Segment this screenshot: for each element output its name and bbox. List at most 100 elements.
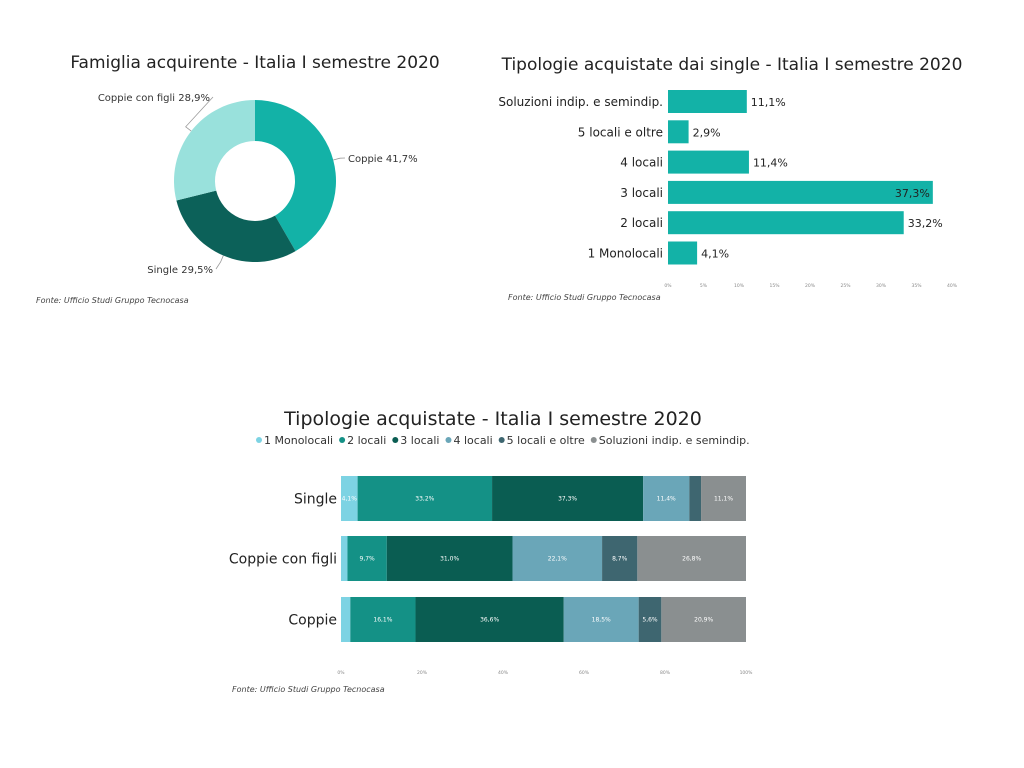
donut-slice-1 xyxy=(176,190,296,262)
stacked-segment-1-3 xyxy=(512,536,603,581)
bar-x-tick-label-3: 15% xyxy=(769,283,780,289)
stacked-segment-2-2 xyxy=(415,597,564,642)
donut-chart: Famiglia acquirente - Italia I semestre … xyxy=(70,53,439,276)
bar-category-label-3: 3 locali xyxy=(620,186,663,200)
legend-marker-5 xyxy=(590,437,597,443)
stacked-segment-0-5 xyxy=(701,476,746,521)
legend-label-1: 2 locali xyxy=(347,434,386,447)
legend-marker-2 xyxy=(392,437,399,443)
stacked-segment-2-1 xyxy=(350,597,416,642)
bar-3 xyxy=(668,180,933,204)
stacked-segment-label-0-1: 33,2% xyxy=(415,496,434,503)
bar-value-label-4: 33,2% xyxy=(908,217,943,230)
bar-x-tick-label-6: 30% xyxy=(876,283,887,289)
donut-slice-2 xyxy=(174,100,255,201)
legend-marker-3 xyxy=(445,437,452,443)
bar-value-label-3: 37,3% xyxy=(895,187,930,200)
donut-slice-label-2: Coppie con figli 28,9% xyxy=(98,93,210,104)
stacked-category-label-1: Coppie con figli xyxy=(229,552,337,568)
bar-value-label-0: 11,1% xyxy=(751,96,786,109)
legend-label-4: 5 locali e oltre xyxy=(507,434,585,447)
stacked-segment-0-0 xyxy=(341,476,358,521)
legend-label-3: 4 locali xyxy=(453,434,492,447)
bar-x-tick-label-7: 35% xyxy=(911,283,922,289)
stacked-segment-2-0 xyxy=(341,597,351,642)
bar-2 xyxy=(668,150,749,174)
stacked-segment-label-1-1: 9,7% xyxy=(360,556,376,563)
bar-x-tick-label-2: 10% xyxy=(734,283,745,289)
bar-chart-title: Tipologie acquistate dai single - Italia… xyxy=(501,55,963,75)
bar-value-label-2: 11,4% xyxy=(753,157,788,170)
bar-0 xyxy=(668,90,747,113)
stacked-segment-label-0-5: 11,1% xyxy=(714,496,733,503)
stacked-bar-chart: Tipologie acquistate - Italia I semestre… xyxy=(229,408,754,676)
donut-chart-panel: Famiglia acquirente - Italia I semestre … xyxy=(0,0,480,330)
stacked-segment-label-2-2: 36,6% xyxy=(480,617,499,624)
single-bar-chart-panel: Tipologie acquistate dai single - Italia… xyxy=(490,0,1024,330)
stacked-x-tick-label-4: 80% xyxy=(660,670,671,676)
stacked-segment-1-1 xyxy=(347,536,387,581)
stacked-segment-1-4 xyxy=(602,536,638,581)
stacked-category-label-2: Coppie xyxy=(288,613,337,629)
stacked-category-label-0: Single xyxy=(294,492,337,508)
stacked-segment-label-0-0: 4,1% xyxy=(342,496,358,503)
donut-source-note: Fonte: Ufficio Studi Gruppo Tecnocasa xyxy=(36,296,189,305)
single-bar-chart: Tipologie acquistate dai single - Italia… xyxy=(498,55,963,289)
legend-label-0: 1 Monolocali xyxy=(264,434,333,447)
donut-slice-label-1: Single 29,5% xyxy=(147,265,213,276)
donut-chart-title: Famiglia acquirente - Italia I semestre … xyxy=(70,53,439,73)
stacked-segment-1-0 xyxy=(341,536,348,581)
bar-x-tick-label-5: 25% xyxy=(840,283,851,289)
bar-x-tick-label-0: 0% xyxy=(664,283,672,289)
stacked-segment-0-3 xyxy=(643,476,690,521)
stacked-segment-label-0-3: 11,4% xyxy=(657,496,676,503)
stacked-segment-label-0-2: 37,3% xyxy=(558,496,577,503)
legend-label-2: 3 locali xyxy=(400,434,439,447)
stacked-segment-0-4 xyxy=(689,476,702,521)
bar-category-label-4: 2 locali xyxy=(620,216,663,230)
stacked-segment-label-2-1: 16,1% xyxy=(373,617,392,624)
bar-4 xyxy=(668,211,904,235)
stacked-segment-label-2-3: 18,5% xyxy=(592,617,611,624)
stacked-chart-title: Tipologie acquistate - Italia I semestre… xyxy=(283,408,702,430)
bar-category-label-5: 1 Monolocali xyxy=(588,247,663,261)
bar-value-label-5: 4,1% xyxy=(701,248,729,261)
stacked-segment-label-2-5: 20,9% xyxy=(694,617,713,624)
stacked-segment-0-1 xyxy=(357,476,493,521)
stacked-x-tick-label-5: 100% xyxy=(740,670,754,676)
donut-leader-line-0 xyxy=(333,157,346,161)
stacked-segment-label-1-3: 22,1% xyxy=(548,556,567,563)
legend-label-5: Soluzioni indip. e semindip. xyxy=(599,434,750,447)
stacked-segment-label-1-2: 31,0% xyxy=(440,556,459,563)
bar-category-label-0: Soluzioni indip. e semindip. xyxy=(498,95,663,109)
donut-slice-0 xyxy=(255,100,336,252)
legend-marker-4 xyxy=(498,437,505,443)
stacked-x-tick-label-3: 60% xyxy=(579,670,590,676)
stacked-x-tick-label-2: 40% xyxy=(498,670,509,676)
stacked-segment-1-2 xyxy=(386,536,513,581)
stacked-segment-2-4 xyxy=(638,597,662,642)
stacked-x-tick-label-1: 20% xyxy=(417,670,428,676)
stacked-segment-1-5 xyxy=(637,536,746,581)
legend-marker-1 xyxy=(339,437,346,443)
stacked-segment-2-3 xyxy=(563,597,639,642)
bar-1 xyxy=(668,120,689,144)
stacked-bar-chart-panel: Tipologie acquistate - Italia I semestre… xyxy=(0,390,1024,768)
stacked-segment-2-5 xyxy=(661,597,746,642)
donut-slice-label-0: Coppie 41,7% xyxy=(348,154,418,165)
stacked-segment-label-1-4: 8,7% xyxy=(612,556,628,563)
bar-x-tick-label-1: 5% xyxy=(700,283,708,289)
bar-x-tick-label-4: 20% xyxy=(805,283,816,289)
donut-leader-line-2 xyxy=(185,96,214,132)
stacked-segment-label-1-5: 26,8% xyxy=(682,556,701,563)
bar-5 xyxy=(668,241,698,265)
stacked-x-tick-label-0: 0% xyxy=(337,670,345,676)
stacked-segment-label-2-4: 5,6% xyxy=(642,617,658,624)
bar-x-tick-label-8: 40% xyxy=(947,283,958,289)
stacked-source-note: Fonte: Ufficio Studi Gruppo Tecnocasa xyxy=(232,685,385,694)
bar-category-label-2: 4 locali xyxy=(620,156,663,170)
bar-value-label-1: 2,9% xyxy=(693,126,721,139)
bar-source-note: Fonte: Ufficio Studi Gruppo Tecnocasa xyxy=(508,293,661,302)
bar-category-label-1: 5 locali e oltre xyxy=(578,125,663,139)
stacked-segment-0-2 xyxy=(492,476,644,521)
